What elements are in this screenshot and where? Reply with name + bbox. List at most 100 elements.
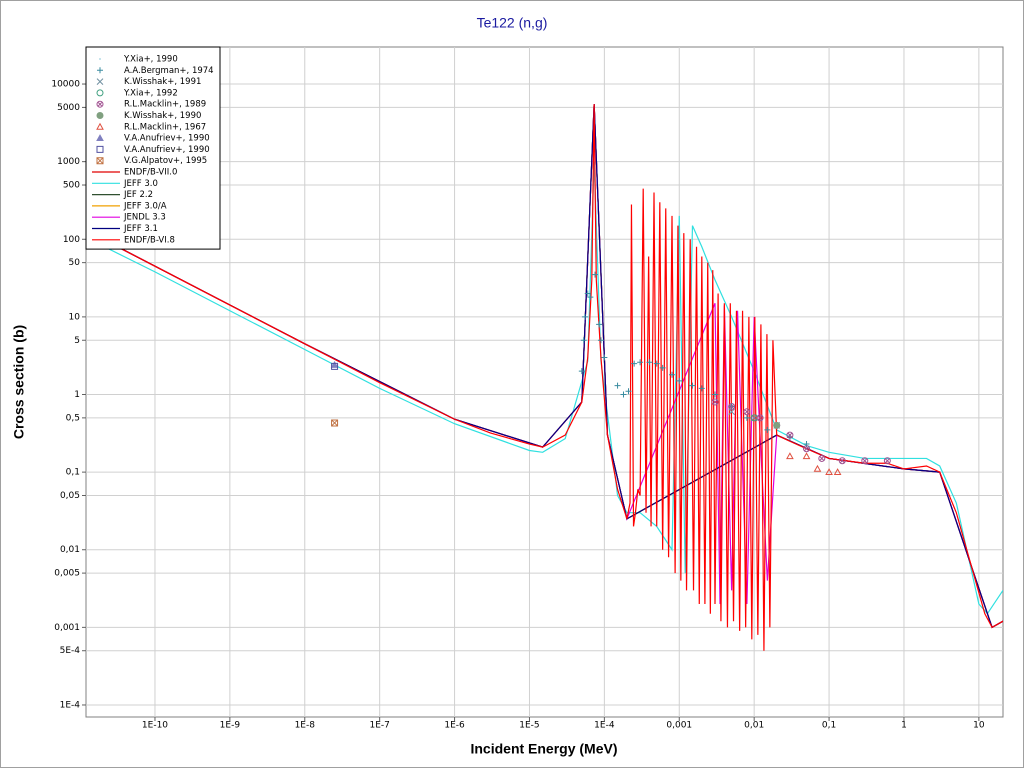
legend-label: ENDF/B-VI.8	[124, 235, 175, 245]
y-tick-label: 0,1	[66, 468, 80, 478]
legend-label: K.Wisshak+, 1990	[124, 111, 201, 121]
axes: 1E-10 1E-9 1E-8 1E-7 1E-6 1E-5 1E-4 0,001 0,01 0,…	[51, 80, 985, 731]
data-point	[825, 468, 833, 476]
legend-swatch	[96, 157, 104, 165]
x-tick-label: 1	[901, 721, 907, 731]
x-tick-label: 1E-7	[369, 721, 389, 731]
y-tick-label: 0,005	[54, 569, 80, 579]
data-point	[330, 360, 339, 368]
data-point	[580, 337, 587, 344]
data-point	[712, 391, 719, 398]
legend-label: Y.Xia+, 1992	[123, 88, 178, 98]
data-point	[861, 457, 869, 465]
x-tick-label: 1E-5	[519, 721, 539, 731]
y-tick-label: 0,5	[66, 413, 80, 423]
x-tick-label: 0,01	[744, 721, 764, 731]
data-point	[587, 294, 594, 301]
legend-swatch	[96, 145, 104, 153]
legend-swatch	[96, 78, 104, 85]
data-point	[883, 457, 891, 465]
data-point	[584, 290, 591, 297]
data-point	[773, 421, 781, 429]
data-point	[838, 457, 846, 465]
data-point	[764, 426, 771, 433]
data-point	[786, 452, 794, 460]
y-tick-label: 5000	[57, 103, 80, 113]
data-point	[653, 360, 660, 367]
y-tick-label: 5	[74, 336, 80, 346]
x-tick-label: 0,001	[666, 721, 692, 731]
x-axis-label: Incident Energy (MeV)	[470, 741, 617, 757]
data-line	[86, 104, 1003, 651]
legend-swatch	[96, 134, 104, 141]
data-point	[711, 398, 719, 406]
legend-label: Y.Xia+, 1990	[123, 55, 178, 65]
data-point	[669, 371, 676, 378]
lines	[86, 104, 1003, 651]
data-point	[596, 321, 603, 328]
legend-label: JEFF 3.1	[123, 224, 158, 234]
data-point	[601, 354, 608, 361]
data-point	[743, 408, 751, 416]
data-point	[698, 385, 705, 392]
data-point	[803, 445, 811, 453]
data-point	[578, 368, 585, 375]
legend-box	[85, 46, 221, 250]
data-point	[743, 414, 750, 421]
legend-label: JENDL 3.3	[123, 213, 166, 223]
legend-label: A.A.Bergman+, 1974	[124, 66, 214, 76]
legend-swatch	[96, 122, 104, 130]
data-point	[728, 408, 735, 416]
legend-label: R.L.Macklin+, 1967	[124, 122, 206, 132]
legend-label: V.A.Anufriev+, 1990	[124, 134, 210, 144]
x-tick-label: 1E-9	[220, 721, 241, 731]
legend-label: JEFF 3.0/A	[123, 201, 167, 211]
data-point	[689, 382, 696, 389]
data-point	[637, 359, 644, 366]
y-tick-label: 10000	[51, 80, 80, 90]
plot-area	[85, 46, 1004, 718]
data-point	[833, 468, 842, 476]
legend-swatch	[96, 89, 104, 97]
chart-title: Te122 (n,g)	[477, 15, 548, 31]
points	[330, 271, 891, 476]
x-tick-label: 1E-8	[295, 721, 316, 731]
y-tick-label: 10	[69, 312, 81, 322]
data-point	[728, 403, 736, 410]
data-point	[597, 337, 604, 344]
data-point	[331, 419, 339, 427]
x-tick-label: 10	[973, 721, 985, 731]
x-tick-label: 1E-4	[594, 721, 615, 731]
legend-label: R.L.Macklin+, 1989	[124, 100, 206, 110]
y-tick-label: 0,001	[54, 623, 80, 633]
y-tick-label: 0,01	[60, 545, 80, 555]
x-tick-label: 1E-10	[142, 721, 168, 731]
data-point	[786, 431, 794, 439]
grid	[86, 47, 1003, 717]
legend-label: JEFF 3.0	[123, 179, 158, 189]
legend-label: K.Wisshak+, 1991	[124, 77, 201, 87]
data-point	[646, 359, 653, 366]
y-tick-label: 1E-4	[60, 700, 81, 710]
legend-label: JEF 2.2	[123, 190, 153, 200]
y-tick-label: 100	[63, 235, 80, 245]
data-point	[659, 364, 666, 371]
data-point	[625, 388, 632, 395]
data-point	[813, 464, 822, 472]
data-line	[86, 161, 1003, 615]
data-point	[581, 313, 588, 320]
data-point	[620, 391, 627, 398]
data-point	[676, 377, 683, 384]
legend-label: V.G.Alpatov+, 1995	[124, 156, 207, 166]
data-point	[331, 362, 339, 370]
data-point	[756, 414, 764, 422]
y-tick-label: 1000	[57, 157, 80, 167]
data-point	[802, 452, 811, 460]
legend-swatch	[96, 100, 104, 108]
x-tick-label: 1E-6	[444, 721, 465, 731]
y-tick-label: 5E-4	[60, 646, 81, 656]
legend-label: V.A.Anufriev+, 1990	[124, 145, 210, 155]
legend-label: ENDF/B-VII.0	[124, 168, 177, 178]
